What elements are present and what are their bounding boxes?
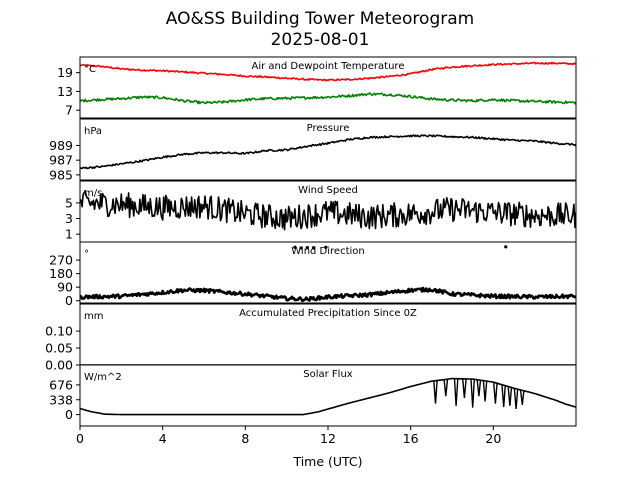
y-tick-label-solar: 0 <box>65 407 73 422</box>
panel-plot-temp <box>80 61 576 105</box>
y-tick-label-wdir: 0 <box>65 293 73 308</box>
solar-flux-cloud-dropout <box>476 379 482 397</box>
y-tick-label-pres: 989 <box>49 138 73 153</box>
panel-frame-wdir <box>79 241 577 304</box>
panel-plot-wdir <box>80 245 576 303</box>
y-tick-label-precip: 0.05 <box>45 341 73 356</box>
y-tick-label-solar: 338 <box>49 392 73 407</box>
x-tick-label: 8 <box>241 431 249 446</box>
x-tick-label: 0 <box>76 431 84 446</box>
panel-temp: Air and Dewpoint Temperature °C 7 13 19 <box>57 56 577 119</box>
solar-flux-cloud-dropout <box>443 379 449 397</box>
panel-title-precip: Accumulated Precipitation Since 0Z <box>239 308 417 319</box>
wind-direction-outlier-point <box>311 246 316 250</box>
x-tick-label: 20 <box>485 431 501 446</box>
wind-direction-outlier-point <box>299 246 303 250</box>
x-axis-label: Time (UTC) <box>292 454 362 469</box>
y-tick-label-precip: 0.00 <box>45 358 73 373</box>
series-line-solar-0 <box>80 377 576 416</box>
chart-title-line1: AO&SS Building Tower Meteorogram <box>166 9 474 29</box>
panel-title-temp: Air and Dewpoint Temperature <box>252 61 405 72</box>
panel-plot-pres <box>80 134 576 170</box>
x-tick-label: 4 <box>159 431 167 446</box>
y-tick-label-precip: 0.10 <box>45 324 73 339</box>
panel-unit-solar: W/m^2 <box>84 372 122 383</box>
solar-flux-cloud-dropout <box>433 380 438 404</box>
panel-frame-temp <box>79 56 577 119</box>
panels-group: Air and Dewpoint Temperature °C 7 13 19 Press… <box>45 56 577 427</box>
series-line-wspd-0 <box>80 189 576 231</box>
panel-title-solar: Solar Flux <box>303 369 353 380</box>
y-tick-label-solar: 676 <box>49 377 73 392</box>
solar-flux-cloud-dropout <box>493 382 498 404</box>
solar-flux-cloud-dropout <box>453 378 459 406</box>
y-tick-label-temp: 19 <box>57 65 73 80</box>
x-axis: 0 4 8 12 16 20 <box>76 426 501 446</box>
panel-unit-precip: mm <box>84 311 103 322</box>
solar-flux-cloud-dropout <box>462 378 467 398</box>
y-tick-label-wspd: 1 <box>65 227 73 242</box>
panel-precip: Accumulated Precipitation Since 0Z mm 0.00… <box>45 303 577 373</box>
series-line-temp-1 <box>80 92 576 105</box>
panel-wspd: Wind Speed m/s 135 <box>65 180 577 243</box>
panel-frame-pres <box>79 118 577 181</box>
y-tick-label-wdir: 90 <box>57 280 73 295</box>
series-line-temp-0 <box>80 61 576 82</box>
chart-title-line2: 2025-08-01 <box>271 30 370 50</box>
panel-title-wdir: Wind Direction <box>291 246 365 257</box>
y-tick-label-wspd: 5 <box>65 195 73 210</box>
y-tick-label-temp: 13 <box>57 84 73 99</box>
y-tick-label-pres: 987 <box>49 153 73 168</box>
y-tick-label-wdir: 180 <box>49 266 73 281</box>
solar-flux-cloud-dropout <box>519 390 525 405</box>
panel-plot-solar <box>80 377 576 416</box>
panel-unit-wspd: m/s <box>84 188 102 199</box>
wind-direction-outlier-point <box>324 245 328 249</box>
panel-title-wspd: Wind Speed <box>298 185 358 196</box>
panel-plot-wspd <box>80 189 576 231</box>
solar-flux-cloud-dropout <box>513 388 519 409</box>
solar-flux-cloud-dropout <box>507 386 513 406</box>
y-tick-label-wdir: 270 <box>49 253 73 268</box>
solar-flux-cloud-dropout <box>470 378 475 408</box>
wind-direction-outlier-point <box>305 245 309 250</box>
series-line-wdir-0 <box>80 286 576 303</box>
x-tick-label: 12 <box>320 431 336 446</box>
series-line-pres-0 <box>80 134 576 170</box>
solar-flux-cloud-dropout <box>501 385 506 408</box>
wind-direction-outlier-point <box>504 245 508 249</box>
y-tick-label-pres: 985 <box>49 167 73 182</box>
wind-direction-outlier-point <box>293 245 297 249</box>
y-tick-label-wspd: 3 <box>65 211 73 226</box>
solar-flux-cloud-dropout <box>482 380 488 402</box>
y-tick-label-temp: 7 <box>65 103 73 118</box>
x-tick-label: 16 <box>403 431 419 446</box>
panel-unit-pres: hPa <box>84 126 102 137</box>
panel-unit-wdir: ° <box>84 249 89 260</box>
panel-title-pres: Pressure <box>307 123 350 134</box>
panel-unit-temp: °C <box>84 64 96 75</box>
